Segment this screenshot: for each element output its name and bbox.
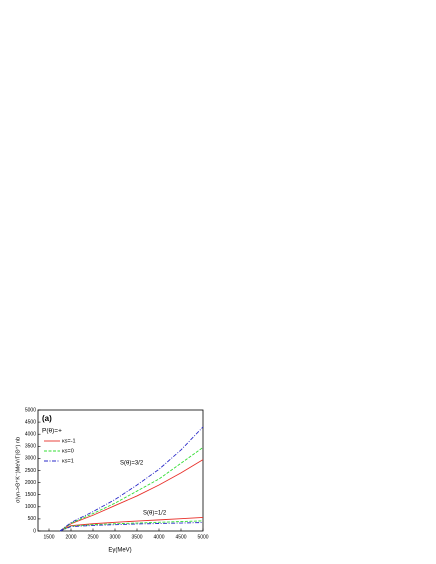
y-tick-label: 1000 xyxy=(25,504,36,510)
annotation: S(θ)=1/2 xyxy=(143,511,167,517)
y-tick-label: 0 xyxy=(33,528,36,534)
y-tick-label: 1500 xyxy=(25,492,36,498)
line-series xyxy=(59,447,204,532)
x-axis-label: Eγ(MeV) xyxy=(108,548,131,554)
line-series xyxy=(59,516,204,532)
parity-label: P(θ)=+ xyxy=(42,428,62,435)
x-tick-label: 3000 xyxy=(109,534,120,540)
annotation: S(θ)=3/2 xyxy=(120,461,144,467)
y-tick-label: 2000 xyxy=(25,480,36,486)
y-tick-label: 2500 xyxy=(25,468,36,474)
x-tick-label: 3500 xyxy=(131,534,142,540)
legend-label: κs=0 xyxy=(62,448,74,454)
x-tick-label: 4000 xyxy=(153,534,164,540)
y-tick-label: 4000 xyxy=(25,432,36,438)
line-series xyxy=(59,522,204,532)
legend-label: κs=1 xyxy=(62,458,74,464)
x-tick-label: 5000 xyxy=(197,534,208,540)
line-series xyxy=(59,520,204,532)
x-tick-label: 1500 xyxy=(43,534,54,540)
x-tick-label: 2000 xyxy=(65,534,76,540)
line-series xyxy=(59,459,204,532)
x-tick-label: 2500 xyxy=(87,534,98,540)
y-tick-label: 5000 xyxy=(25,407,36,413)
panel-label: (a) xyxy=(42,414,52,423)
x-tick-label: 4500 xyxy=(175,534,186,540)
y-axis-label: σ(γn->Θ⁺K⁻)MeV/Γ(Θ⁺) nb xyxy=(14,437,21,503)
y-tick-label: 3000 xyxy=(25,456,36,462)
y-tick-label: 3500 xyxy=(25,444,36,450)
line-series xyxy=(59,426,204,532)
legend-label: κs=-1 xyxy=(62,438,76,444)
plot-frame xyxy=(37,409,204,532)
y-tick-label: 4500 xyxy=(25,419,36,425)
y-tick-label: 500 xyxy=(28,516,37,522)
